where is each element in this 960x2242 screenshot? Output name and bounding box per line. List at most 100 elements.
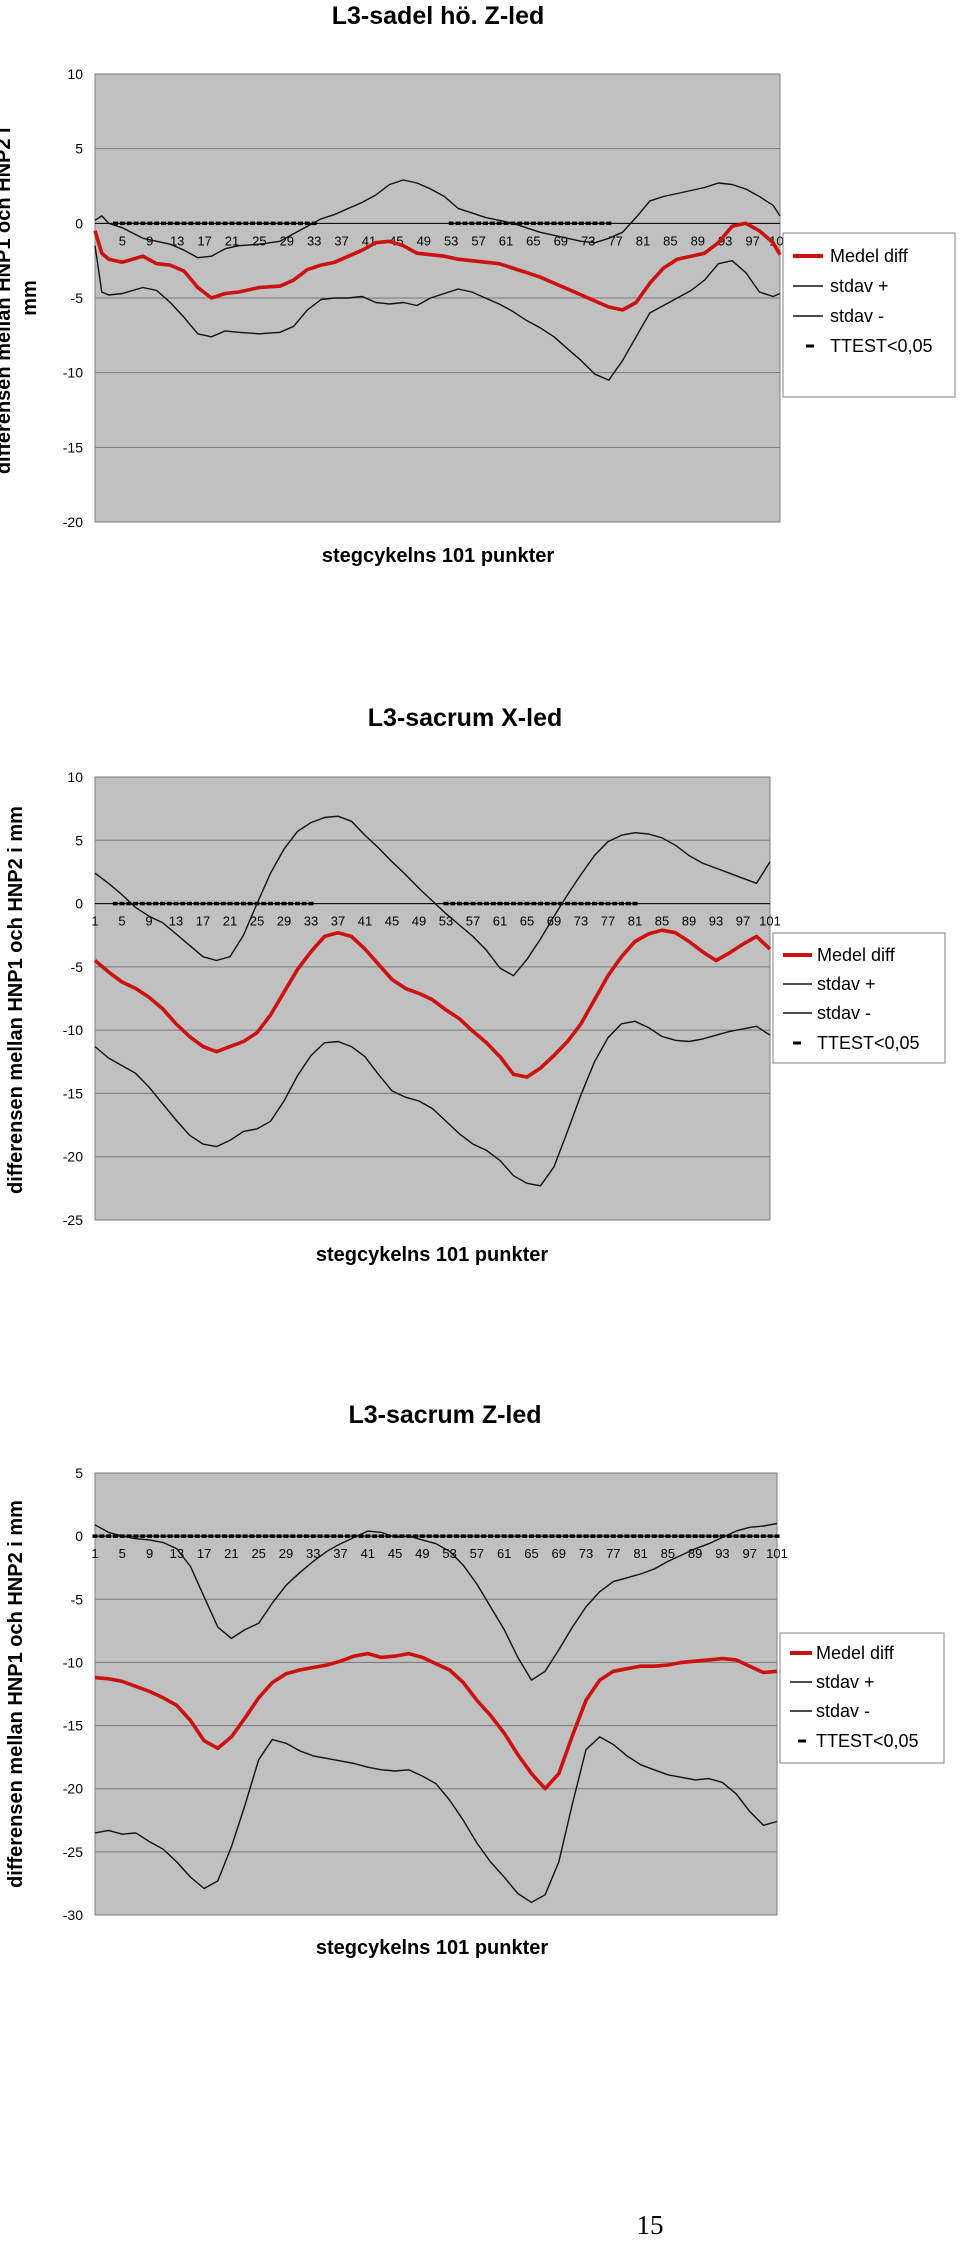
- x-tick-label: 57: [471, 233, 485, 248]
- x-tick-label: 33: [307, 233, 321, 248]
- x-tick-label: 1: [91, 914, 98, 929]
- x-tick-label: 85: [655, 914, 669, 929]
- x-tick-label: 13: [170, 1546, 184, 1561]
- x-tick-label: 5: [119, 233, 126, 248]
- x-tick-label: 61: [493, 914, 507, 929]
- x-tick-label: 13: [169, 914, 183, 929]
- x-tick-label: 17: [197, 233, 211, 248]
- series-lines: [93, 815, 772, 1187]
- x-tick-label: 65: [526, 233, 540, 248]
- y-tick-label: -5: [71, 959, 84, 975]
- x-tick-label: 73: [579, 1546, 593, 1561]
- x-tick-label: 49: [412, 914, 426, 929]
- y-tick-label: -15: [63, 439, 83, 455]
- x-tick-label: 21: [225, 233, 239, 248]
- x-tick-labels: 1 5 9 13 17 21 25 29 33 37 41 45 49 53 57 61 65 69 73 77 81 8…: [91, 1546, 787, 1561]
- y-tick-label: -10: [63, 1022, 83, 1038]
- x-tick-label: 97: [745, 233, 759, 248]
- x-tick-label: 81: [628, 914, 642, 929]
- x-axis-label: stegcykelns 101 punkter: [316, 1937, 549, 1959]
- series-medel-diff-line: [93, 221, 782, 312]
- x-tick-label: 73: [574, 914, 588, 929]
- x-tick-label: 49: [415, 1546, 429, 1561]
- series-lines: [94, 1522, 778, 1904]
- series-stdav-minus-line: [94, 1020, 771, 1187]
- y-tick-label: 0: [75, 1528, 83, 1544]
- x-tick-label: 69: [547, 914, 561, 929]
- series-stdav-minus-line: [94, 245, 781, 381]
- series-stdav-minus-line: [94, 1736, 778, 1904]
- legend-label-stdav-minus: stdav -: [817, 1003, 871, 1023]
- y-tick-label: -10: [63, 365, 83, 381]
- y-tick-label: 0: [75, 896, 83, 912]
- series-lines: [93, 179, 782, 381]
- y-axis-label: differensen mellan HNP1 och HNP2 i mm: [5, 806, 27, 1194]
- y-tick-label: -5: [71, 1591, 84, 1607]
- x-tick-label: 41: [361, 1546, 375, 1561]
- x-tick-label: 25: [250, 914, 264, 929]
- x-tick-label: 37: [333, 1546, 347, 1561]
- y-tick-label: 0: [75, 215, 83, 231]
- chart-title: L3-sacrum X-led: [368, 704, 563, 732]
- legend-label-stdav-plus: stdav +: [816, 1672, 875, 1692]
- x-tick-label: 49: [417, 233, 431, 248]
- series-medel-diff-line: [94, 1651, 778, 1791]
- legend-label-ttest: TTEST<0,05: [830, 336, 933, 356]
- y-tick-label: 10: [67, 66, 83, 82]
- y-axis-label: differensen mellan HNP1 och HNP2 i mm: [0, 122, 41, 474]
- y-tick-labels: 5 0 -5 -10 -15 -20 -25 -30: [63, 1465, 83, 1923]
- series-medel-diff-line: [93, 928, 772, 1079]
- x-tick-label: 77: [606, 1546, 620, 1561]
- legend-label-stdav-plus: stdav +: [817, 974, 876, 994]
- x-axis-label: stegcykelns 101 punkter: [316, 1244, 549, 1266]
- x-tick-label: 29: [280, 233, 294, 248]
- x-tick-label: 17: [197, 1546, 211, 1561]
- y-tick-label: -25: [63, 1844, 83, 1860]
- legend-label-medel: Medel diff: [830, 246, 909, 266]
- y-tick-label: -20: [63, 514, 83, 530]
- x-tick-label: 13: [170, 233, 184, 248]
- x-tick-label: 17: [196, 914, 210, 929]
- x-tick-label: 29: [277, 914, 291, 929]
- page-number: 15: [637, 2210, 664, 2240]
- y-tick-label: -15: [63, 1085, 83, 1101]
- legend-label-medel: Medel diff: [817, 945, 896, 965]
- x-tick-label: 61: [499, 233, 513, 248]
- series-stdav-plus-line: [94, 179, 781, 259]
- legend-label-medel: Medel diff: [816, 1643, 895, 1663]
- x-tick-label: 89: [691, 233, 705, 248]
- chart-title: L3-sadel hö. Z-led: [332, 2, 545, 30]
- x-tick-label: 65: [524, 1546, 538, 1561]
- x-tick-label: 89: [682, 914, 696, 929]
- series-stdav-plus-line: [94, 1522, 778, 1681]
- y-axis-label-line1: differensen mellan HNP1 och HNP2 i: [0, 127, 15, 474]
- chart-title: L3-sacrum Z-led: [348, 1401, 541, 1429]
- x-tick-label: 85: [661, 1546, 675, 1561]
- x-tick-label: 53: [444, 233, 458, 248]
- x-tick-label: 21: [223, 914, 237, 929]
- x-tick-label: 97: [736, 914, 750, 929]
- legend-label-ttest: TTEST<0,05: [817, 1033, 920, 1053]
- chart-l3-sadel-z: L3-sadel hö. Z-led 10 5 0 -5 -10 -15 -20 5 9 13 1…: [0, 2, 956, 567]
- y-axis-label-line2: mm: [19, 280, 41, 316]
- x-tick-label: 81: [636, 233, 650, 248]
- y-tick-labels: 10 5 0 -5 -10 -15 -20 -25: [63, 769, 83, 1228]
- x-tick-label: 53: [439, 914, 453, 929]
- x-tick-label: 21: [224, 1546, 238, 1561]
- x-tick-label: 93: [715, 1546, 729, 1561]
- x-tick-label: 69: [552, 1546, 566, 1561]
- chart-l3-sacrum-z: L3-sacrum Z-led 5 0 -5 -10 -15 -20 -25 -30 1 5 9 1…: [5, 1401, 945, 1959]
- y-tick-label: 5: [75, 1465, 83, 1481]
- x-tick-label: 33: [306, 1546, 320, 1561]
- legend-label-stdav-minus: stdav -: [816, 1701, 870, 1721]
- chart-l3-sacrum-x: L3-sacrum X-led 10 5 0 -5 -10 -15 -20 -25 1 5 9 13…: [5, 704, 946, 1266]
- x-tick-label: 37: [334, 233, 348, 248]
- x-tick-label: 45: [385, 914, 399, 929]
- y-tick-label: 5: [75, 141, 83, 157]
- x-tick-label: 41: [358, 914, 372, 929]
- x-tick-label: 65: [520, 914, 534, 929]
- legend: Medel diff stdav + stdav - TTEST<0,05: [779, 1632, 945, 1764]
- x-tick-label: 9: [146, 233, 153, 248]
- legend-box: [779, 1632, 945, 1764]
